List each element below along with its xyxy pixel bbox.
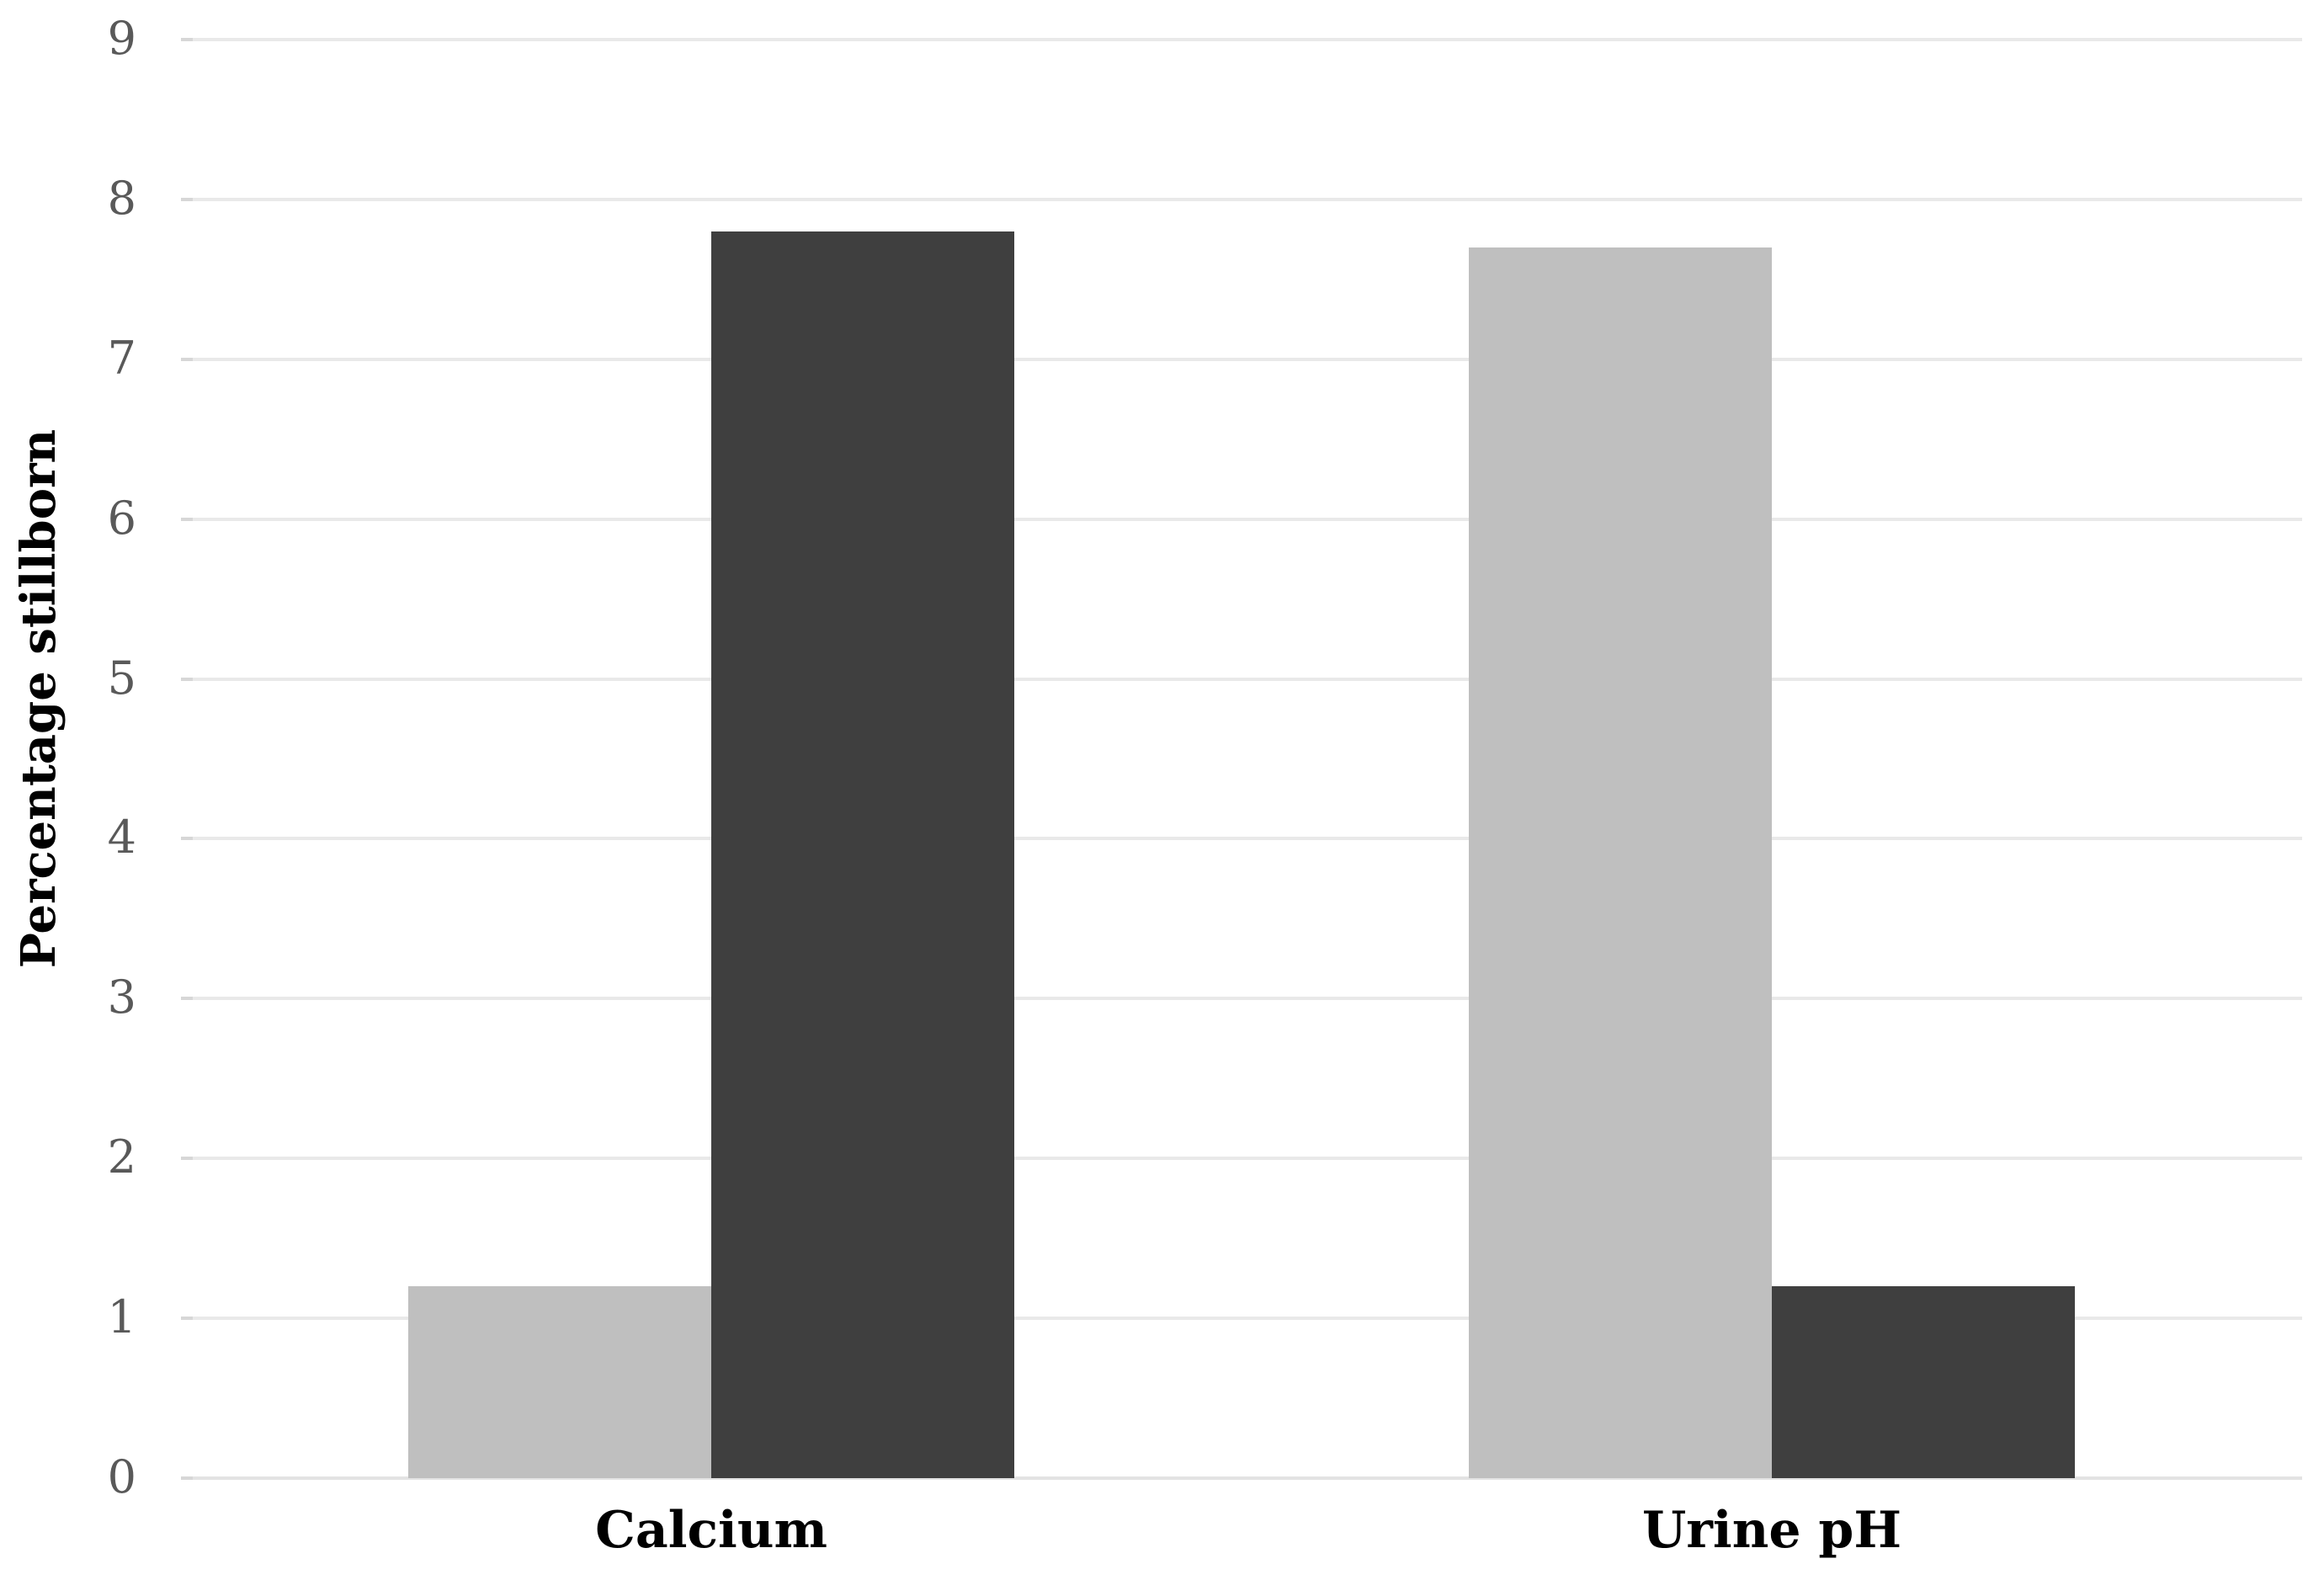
bar-urine-ph-light-gray xyxy=(1469,247,1772,1478)
y-tick-label-4: 4 xyxy=(107,811,136,864)
gridline-2 xyxy=(181,1157,2302,1161)
y-tick-label-9: 9 xyxy=(107,11,136,65)
y-tick-mark-4 xyxy=(181,837,193,841)
y-tick-mark-8 xyxy=(181,197,193,201)
x-category-label-2: Urine pH xyxy=(1641,1501,1902,1560)
gridline-0 xyxy=(181,1476,2302,1480)
plot-area xyxy=(181,38,2302,1480)
y-tick-label-0: 0 xyxy=(107,1450,136,1503)
bar-calcium-dark-gray xyxy=(711,231,1014,1478)
gridline-4 xyxy=(181,837,2302,841)
y-tick-mark-0 xyxy=(181,1476,193,1480)
y-tick-mark-6 xyxy=(181,517,193,521)
y-tick-label-5: 5 xyxy=(107,651,136,705)
y-tick-mark-3 xyxy=(181,997,193,1001)
gridline-8 xyxy=(181,197,2302,201)
y-tick-mark-9 xyxy=(181,38,193,41)
x-category-label-1: Calcium xyxy=(595,1501,827,1560)
y-tick-label-2: 2 xyxy=(107,1130,136,1184)
bar-calcium-light-gray xyxy=(408,1286,711,1478)
x-axis-category-labels: Calcium Urine pH xyxy=(181,1505,2302,1572)
gridline-1 xyxy=(181,1317,2302,1321)
bar-urine-ph-dark-gray xyxy=(1772,1286,2075,1478)
y-tick-label-8: 8 xyxy=(107,171,136,225)
gridline-9 xyxy=(181,38,2302,41)
gridline-7 xyxy=(181,357,2302,361)
y-tick-mark-2 xyxy=(181,1157,193,1161)
gridline-5 xyxy=(181,677,2302,681)
y-tick-label-3: 3 xyxy=(107,971,136,1024)
y-tick-mark-7 xyxy=(181,357,193,361)
y-tick-mark-5 xyxy=(181,677,193,681)
y-tick-label-1: 1 xyxy=(107,1290,136,1344)
gridline-6 xyxy=(181,517,2302,521)
y-tick-mark-1 xyxy=(181,1317,193,1321)
y-tick-label-7: 7 xyxy=(107,331,136,385)
gridline-3 xyxy=(181,997,2302,1001)
y-tick-label-6: 6 xyxy=(107,491,136,545)
